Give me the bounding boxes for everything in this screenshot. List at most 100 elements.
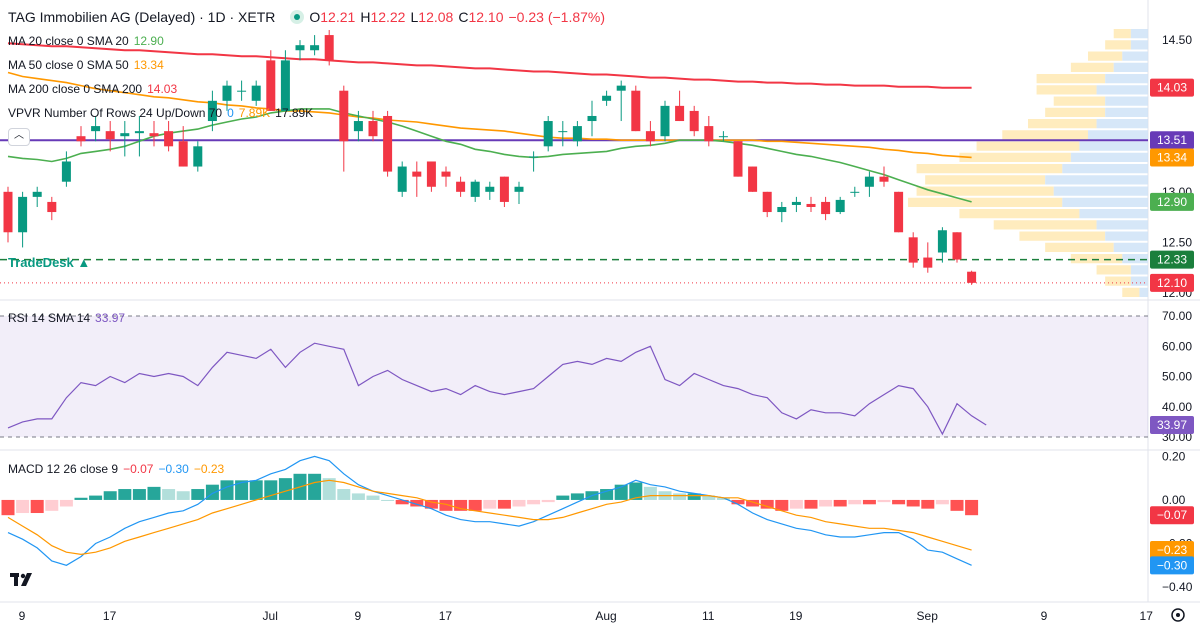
candle-body: [91, 126, 101, 132]
candle-body: [704, 126, 714, 142]
vpvr-up-bar: [1096, 265, 1131, 275]
macd-histogram-bar: [483, 499, 497, 509]
candle-body: [645, 131, 655, 142]
candle-body: [295, 45, 305, 51]
close-value: 12.10: [468, 9, 504, 25]
candle-body: [178, 141, 188, 167]
vpvr-up-bar: [1002, 130, 1088, 140]
vpvr-down-bar: [1088, 130, 1148, 140]
vpvr-up-bar: [993, 220, 1097, 230]
time-tick-label: 17: [439, 609, 453, 623]
candle-body: [485, 186, 495, 192]
vpvr-down-bar: [1096, 85, 1148, 95]
price-tick-label: 12.50: [1162, 235, 1192, 249]
vpvr-value-2: 7.89K: [238, 106, 271, 120]
macd-histogram-bar: [600, 489, 614, 500]
vpvr-down-bar: [1096, 119, 1148, 129]
collapse-legend-button[interactable]: ︿: [8, 128, 30, 146]
macd-histogram-bar: [643, 486, 657, 500]
candle-body: [952, 232, 962, 260]
candle-body: [222, 85, 232, 101]
candle-body: [18, 196, 28, 233]
vpvr-down-bar: [1079, 141, 1148, 151]
macd-histogram-bar: [541, 499, 555, 503]
macd-histogram-bar: [935, 499, 949, 505]
macd-signal-value: −0.23: [193, 462, 225, 476]
macd-histogram-bar: [322, 478, 336, 500]
macd-histogram-bar: [16, 499, 30, 514]
macd-histogram-bar: [1, 499, 15, 516]
candle-body: [353, 121, 363, 132]
symbol-title[interactable]: TAG Immobilien AG (Delayed) · 1D · XETR: [8, 9, 276, 25]
price-tick-label: 14.50: [1162, 33, 1192, 47]
vpvr-down-bar: [1062, 164, 1148, 174]
price-badge-bg: [1150, 148, 1194, 167]
ma50-line: [7, 71, 972, 159]
macd-histogram-bar: [249, 480, 263, 500]
macd-legend[interactable]: MACD 12 26 close 9 −0.07 −0.30 −0.23: [8, 462, 229, 476]
candle-body: [894, 191, 904, 233]
time-tick-label: 17: [103, 609, 117, 623]
volume-profile: [908, 29, 1148, 297]
candle-body: [280, 60, 290, 111]
macd-histogram-bar: [439, 499, 453, 511]
macd-histogram-bar: [833, 499, 847, 507]
vpvr-up-bar: [959, 152, 1071, 162]
time-tick-label: 17: [1140, 609, 1154, 623]
gear-ring: [1171, 608, 1185, 622]
macd-histogram-bar: [950, 499, 964, 511]
macd-histogram-bar: [381, 499, 395, 501]
macd-histogram-bar: [162, 489, 176, 500]
candle-body: [3, 191, 13, 233]
candle-body: [456, 181, 466, 192]
vpvr-down-bar: [1130, 265, 1148, 275]
macd-histogram-bar: [191, 489, 205, 500]
macd-histogram-bar: [527, 499, 541, 505]
vpvr-up-bar: [1036, 85, 1097, 95]
ma200-line: [7, 42, 972, 89]
time-tick-label: 9: [1041, 609, 1048, 623]
vpvr-legend[interactable]: VPVR Number Of Rows 24 Up/Down 70 0 7.89K 1…: [8, 106, 318, 120]
vpvr-down-bar: [1113, 242, 1148, 252]
macd-histogram-bar: [308, 473, 322, 500]
candle-body: [383, 115, 393, 172]
vpvr-down-bar: [1105, 231, 1148, 241]
price-badge: 12.90: [1157, 195, 1187, 209]
ma200-legend[interactable]: MA 200 close 0 SMA 200 14.03: [8, 82, 182, 96]
candle-body: [266, 60, 276, 111]
candle-body: [937, 230, 947, 253]
macd-badge-bg: [1150, 556, 1194, 575]
macd-histogram-bar: [716, 497, 730, 500]
macd-histogram-bar: [176, 491, 190, 500]
time-axis: 9 17 Jul 9 17 Aug 11 19 Sep 9 17: [19, 608, 1185, 623]
vpvr-down-bar: [1105, 96, 1148, 106]
vpvr-up-bar: [1105, 276, 1131, 286]
candle-body: [602, 95, 612, 101]
macd-histogram-bar: [89, 495, 103, 500]
ma50-legend[interactable]: MA 50 close 0 SMA 50 13.34: [8, 58, 169, 72]
vpvr-up-bar: [1070, 62, 1114, 72]
price-badge-bg: [1150, 131, 1194, 150]
macd-histogram-bar: [468, 499, 482, 511]
macd-tick-label: 0.00: [1162, 493, 1186, 507]
vpvr-down-bar: [1079, 209, 1148, 219]
macd-histogram-bar: [45, 499, 59, 511]
macd-histogram-bar: [570, 493, 584, 500]
rsi-badge: 33.97: [1157, 418, 1187, 432]
rsi-pane: [0, 315, 1148, 438]
rsi-band: [0, 316, 1148, 437]
candle-body: [850, 191, 860, 193]
macd-histogram-bar: [366, 495, 380, 500]
candle-body: [193, 146, 203, 167]
vpvr-up-bar: [1053, 96, 1106, 106]
vpvr-up-bar: [1105, 40, 1131, 50]
vpvr-down-bar: [1122, 51, 1148, 61]
rsi-legend[interactable]: RSI 14 SMA 14 33.97: [8, 311, 130, 325]
price-badge-bg: [1150, 273, 1194, 292]
macd-histogram-bar: [673, 493, 687, 500]
tradingview-logo-icon[interactable]: [10, 570, 38, 590]
candle-body: [134, 131, 144, 134]
settings-gear-icon[interactable]: [1171, 608, 1185, 622]
ma20-legend[interactable]: MA 20 close 0 SMA 20 12.90: [8, 34, 169, 48]
